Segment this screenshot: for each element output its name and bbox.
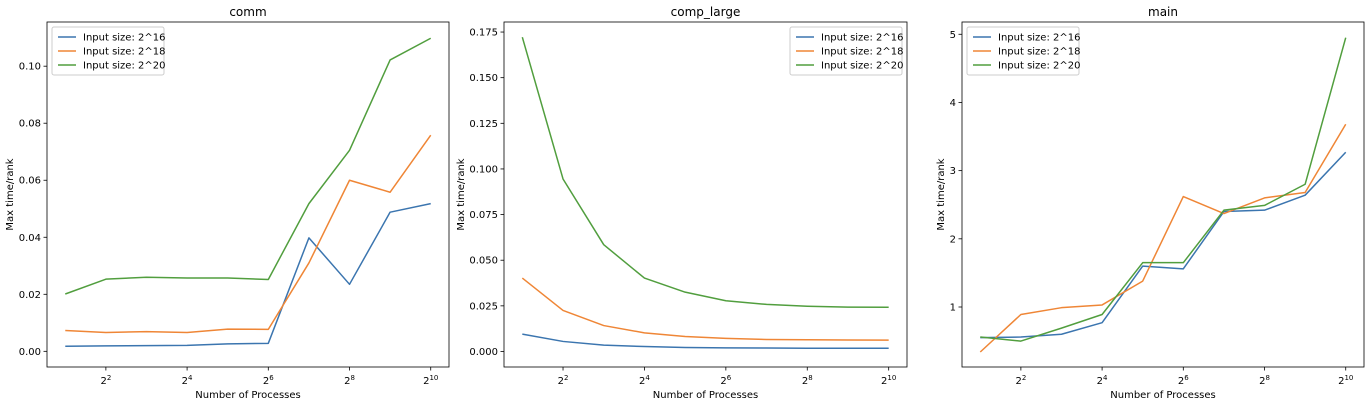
y-axis-label: Max time/rank — [456, 158, 467, 230]
legend-label-3: Input size: 2^20 — [83, 61, 165, 72]
chart-panel-1: 0.000 0.025 0.050 0.075 0.100 0.125 0.150 0.175… — [456, 5, 908, 401]
chart-panel-2: 1 2 3 4 5 22 24 26 28 210 main Number of Processes M… — [936, 5, 1365, 401]
legend-label-1: Input size: 2^16 — [998, 33, 1080, 44]
axes-frame — [503, 21, 908, 368]
series-line-1 — [980, 151, 1347, 339]
y-axis-label: Max time/rank — [5, 158, 16, 230]
x-tick-label: 24 — [639, 374, 650, 387]
series-line-2 — [65, 134, 432, 334]
axes-frame — [46, 21, 450, 368]
legend-label-1: Input size: 2^16 — [83, 33, 165, 44]
x-tick-label: 24 — [182, 374, 193, 387]
x-tick-label: 210 — [423, 374, 438, 387]
chart-panel-0: 0.00 0.02 0.04 0.06 0.08 0.10 22 24 26 28 210 comm N… — [5, 5, 450, 401]
legend-label-2: Input size: 2^18 — [83, 47, 165, 58]
y-tick-label: 0.100 — [469, 164, 498, 175]
chart-title: comp_large — [671, 5, 741, 19]
y-tick-label: 5 — [950, 30, 956, 41]
x-tick-label: 26 — [720, 374, 731, 387]
series-line-2 — [979, 123, 1347, 353]
series-line-3 — [65, 37, 432, 295]
x-tick-label: 28 — [1259, 374, 1270, 387]
axes-frame — [961, 21, 1365, 368]
y-tick-label: 4 — [950, 98, 956, 109]
y-tick-label: 0.04 — [19, 233, 41, 244]
y-tick-label: 0.025 — [469, 301, 498, 312]
x-tick-label: 210 — [881, 374, 896, 387]
x-tick-label: 24 — [1097, 374, 1108, 387]
series-line-2 — [521, 277, 889, 341]
legend-box — [51, 26, 165, 76]
legend: Input size: 2^16 Input size: 2^18 Input si… — [789, 26, 903, 76]
y-tick-label: 2 — [950, 234, 956, 245]
y-tick-label: 0.02 — [19, 290, 41, 301]
y-tick-label: 0.150 — [469, 73, 498, 84]
x-tick-label: 28 — [802, 374, 813, 387]
chart-title: comm — [229, 5, 266, 19]
x-axis-label: Number of Processes — [1110, 390, 1215, 401]
x-tick-label: 26 — [1178, 374, 1189, 387]
legend-label-2: Input size: 2^18 — [821, 47, 903, 58]
legend-label-3: Input size: 2^20 — [998, 61, 1080, 72]
y-axis-label: Max time/rank — [936, 158, 947, 230]
y-tick-label: 0.075 — [469, 210, 498, 221]
y-tick-label: 0.10 — [19, 62, 41, 73]
y-tick-label: 0.00 — [19, 347, 41, 358]
series-line-1 — [522, 333, 889, 349]
series-line-1 — [65, 202, 431, 347]
series-line-3 — [980, 37, 1347, 342]
x-tick-label: 22 — [100, 374, 111, 387]
chart-title: main — [1148, 5, 1178, 19]
legend-box — [966, 26, 1080, 76]
y-tick-label: 1 — [950, 303, 956, 314]
y-tick-label: 0.050 — [469, 256, 498, 267]
legend-box — [789, 26, 903, 76]
legend-label-1: Input size: 2^16 — [821, 33, 903, 44]
y-tick-label: 0.175 — [469, 28, 498, 39]
x-tick-label: 28 — [344, 374, 355, 387]
legend-label-3: Input size: 2^20 — [821, 61, 903, 72]
x-tick-label: 210 — [1338, 374, 1353, 387]
y-tick-label: 0.125 — [469, 119, 498, 130]
y-tick-label: 0.08 — [19, 119, 41, 130]
y-tick-label: 0.06 — [19, 176, 41, 187]
x-axis-label: Number of Processes — [653, 390, 758, 401]
x-tick-label: 26 — [263, 374, 274, 387]
x-tick-label: 22 — [558, 374, 569, 387]
legend-label-2: Input size: 2^18 — [998, 47, 1080, 58]
series-line-3 — [521, 36, 889, 309]
legend: Input size: 2^16 Input size: 2^18 Input si… — [51, 26, 165, 76]
x-axis-label: Number of Processes — [195, 390, 300, 401]
y-tick-label: 3 — [950, 166, 956, 177]
x-tick-label: 22 — [1015, 374, 1026, 387]
y-tick-label: 0.000 — [469, 347, 498, 358]
legend: Input size: 2^16 Input size: 2^18 Input si… — [966, 26, 1080, 76]
